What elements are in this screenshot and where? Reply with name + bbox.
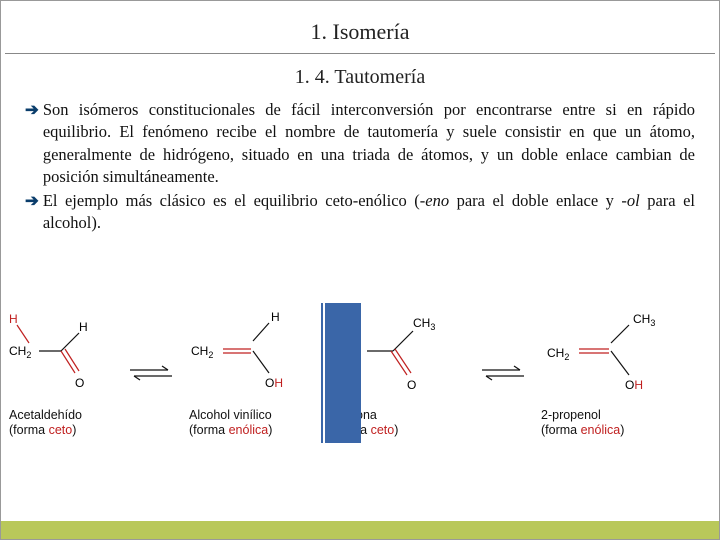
svg-text:CH3: CH3 [413,316,435,332]
caption-2: Alcohol vinílico (forma enólica) [189,408,272,437]
cap1-close: ) [72,423,76,437]
cap4-close: ) [620,423,624,437]
equilibrium-arrow-2 [473,303,533,443]
svg-text:O: O [407,378,416,392]
chem-cell-vinilico: H CH2 OH Alcohol vinílico (forma enólica… [181,303,321,443]
caption-1: Acetaldehído (forma ceto) [9,408,82,437]
slide: 1. Isomería 1. 4. Tautomería ➔ Son isóme… [0,0,720,540]
cap4-name: 2-propenol [541,408,601,422]
eq-arrow-icon [478,363,528,383]
cap4-kind: enólica [581,423,621,437]
structure-vinilico: H CH2 OH [181,303,321,403]
svg-text:O: O [75,376,84,390]
paragraph-1: ➔ Son isómeros constitucionales de fácil… [25,99,695,188]
p2-pre: El ejemplo más clásico es el equilibrio … [43,191,420,210]
svg-text:H: H [79,320,88,334]
eq-arrow-icon [126,363,176,383]
cap1-open: (forma [9,423,49,437]
caption-4: 2-propenol (forma enólica) [541,408,624,437]
bullet-arrow-icon: ➔ [25,99,39,188]
svg-text:OH: OH [265,376,283,390]
svg-text:CH2: CH2 [547,346,569,362]
cap2-open: (forma [189,423,229,437]
svg-text:CH3: CH3 [633,312,655,328]
band-overlay [325,303,361,443]
p2-it2: -ol [621,191,639,210]
cap1-name: Acetaldehído [9,408,82,422]
body-text: ➔ Son isómeros constitucionales de fácil… [1,99,719,235]
structure-propenol: CH3 CH2 OH [533,303,693,403]
subtitle: 1. 4. Tautomería [1,54,719,99]
paragraph-2: ➔ El ejemplo más clásico es el equilibri… [25,190,695,235]
cap3-kind: ceto [371,423,395,437]
structure-acetaldehido: H CH2 H O [1,303,121,403]
p2-it1: -eno [420,191,449,210]
footer-bar [1,521,719,539]
chem-cell-propenol: CH3 CH2 OH 2-propenol (forma enólica) [533,303,719,443]
svg-text:CH2: CH2 [9,344,31,360]
p2-mid: para el doble enlace y [449,191,621,210]
cap2-close: ) [268,423,272,437]
cap2-kind: enólica [229,423,269,437]
equilibrium-arrow-1 [121,303,181,443]
svg-text:H: H [271,310,280,324]
paragraph-1-text: Son isómeros constitucionales de fácil i… [43,99,695,188]
svg-text:OH: OH [625,378,643,392]
cap2-name: Alcohol vinílico [189,408,272,422]
bullet-arrow-icon: ➔ [25,190,39,235]
cap1-kind: ceto [49,423,73,437]
svg-text:CH2: CH2 [191,344,213,360]
cap3-close: ) [394,423,398,437]
svg-text:H: H [9,312,18,326]
main-title: 1. Isomería [1,1,719,53]
chem-cell-acetaldehido: H CH2 H O Acetaldehído (forma ceto) [1,303,121,443]
paragraph-2-text: El ejemplo más clásico es el equilibrio … [43,190,695,235]
cap4-open: (forma [541,423,581,437]
